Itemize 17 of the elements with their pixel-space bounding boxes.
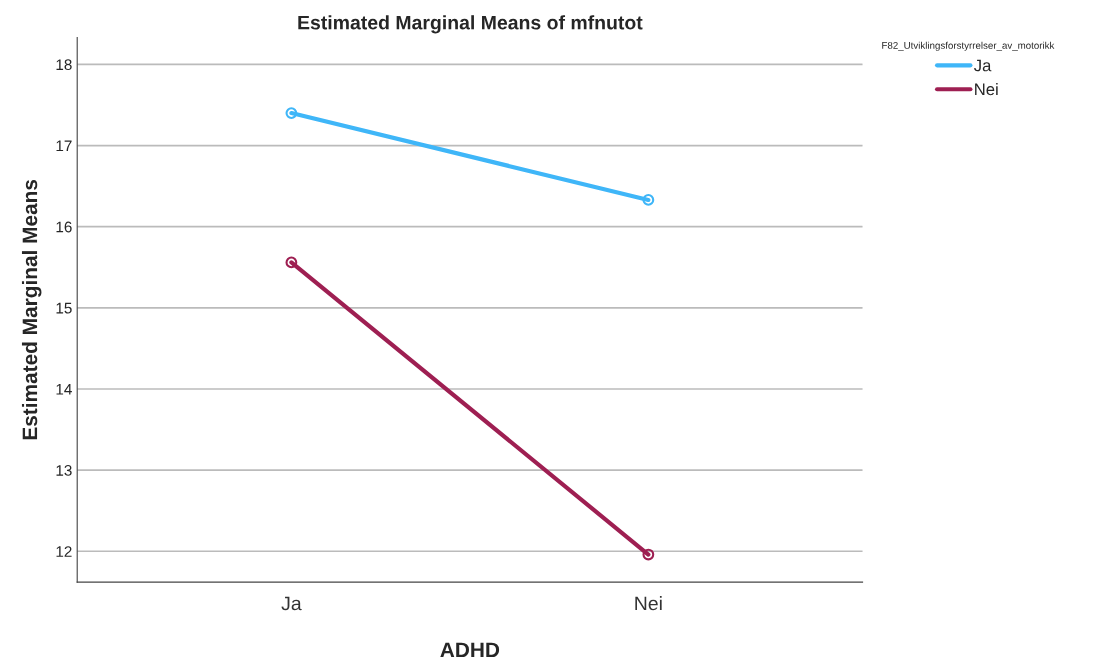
- point: [285, 256, 298, 269]
- y-tick-label: 13: [56, 465, 72, 476]
- legend-title: F82_Utviklingsforstyrrelser_av_motorikk: [882, 41, 1055, 51]
- chart-title: Estimated Marginal Means of mfnutot: [298, 15, 643, 34]
- legend-label: Ja: [974, 59, 992, 72]
- point: [642, 194, 655, 206]
- point: [642, 548, 655, 561]
- y-tick-label: 14: [56, 384, 72, 395]
- y-tick-label: 17: [56, 140, 72, 152]
- x-axis-title: ADHD: [440, 642, 500, 658]
- y-tick-label: 15: [56, 302, 72, 314]
- legend-label: Nei: [975, 83, 998, 96]
- point: [285, 107, 298, 119]
- y-tick-label: 12: [56, 546, 72, 557]
- y-axis-title: Estimated Marginal Means: [21, 179, 42, 440]
- y-tick-label: 16: [56, 221, 72, 233]
- y-tick-label: 18: [56, 59, 72, 71]
